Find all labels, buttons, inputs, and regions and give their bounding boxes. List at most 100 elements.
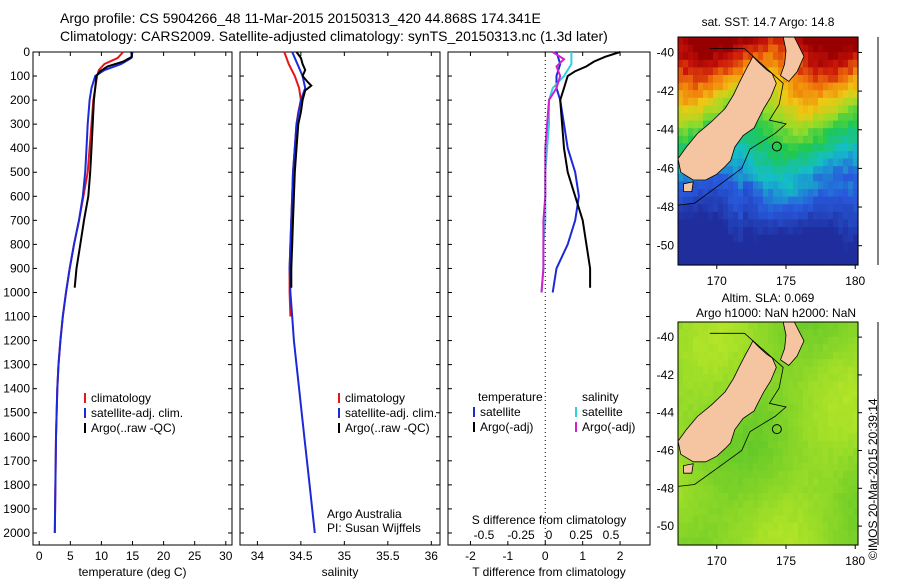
sla-map-cell <box>778 418 784 427</box>
sst-map-cell <box>833 44 839 53</box>
sst-map-cell <box>838 249 844 258</box>
sla-map-cell <box>793 448 799 457</box>
sst-map-cell <box>798 219 804 228</box>
sst-map-cell <box>813 227 819 236</box>
sst-map-cell <box>728 196 734 205</box>
sst-map-cell <box>853 82 859 91</box>
sst-map-cell <box>788 105 794 114</box>
sla-map-cell <box>693 507 699 516</box>
sla-map-cell <box>678 507 684 516</box>
sla-map-cell <box>778 440 784 449</box>
sla-map-ytick-label: -40 <box>657 330 675 344</box>
sst-map-cell <box>748 257 754 266</box>
sst-map-cell <box>818 82 824 91</box>
sst-map-cell <box>818 189 824 198</box>
sla-map-frame <box>677 321 859 546</box>
sla-map-cell <box>813 440 819 449</box>
sla-map-cell <box>718 507 724 516</box>
sla-map-cell <box>768 515 774 524</box>
sst-map-cell <box>818 75 824 84</box>
sst-map-cell <box>848 219 854 228</box>
sla-map-ytick-label: -42 <box>657 368 675 382</box>
sst-map-cell <box>773 143 779 152</box>
sst-map-cell <box>748 227 754 236</box>
sst-map-cell <box>743 249 749 258</box>
sst-map-cell <box>753 52 759 61</box>
sst-map-cell <box>843 82 849 91</box>
sla-map-cell <box>823 433 829 442</box>
sla-map-cell <box>793 537 799 546</box>
sla-map-cell <box>753 478 759 487</box>
sst-map-cell <box>833 242 839 251</box>
sla-map-cell <box>738 485 744 494</box>
sla-map-cell <box>828 329 834 338</box>
sst-map-cell <box>828 219 834 228</box>
sla-map-cell <box>738 522 744 531</box>
sla-map-cell <box>783 403 789 412</box>
sst-map-cell <box>808 82 814 91</box>
sst-map-cell <box>718 97 724 106</box>
sst-map-cell <box>723 37 729 46</box>
sla-map-cell <box>803 507 809 516</box>
sla-map-cell <box>748 470 754 479</box>
sla-map-cell <box>753 455 759 464</box>
sst-map-cell <box>713 75 719 84</box>
sla-map-cell <box>803 433 809 442</box>
sst-map-cell <box>843 135 849 144</box>
sla-map-cell <box>738 336 744 345</box>
sla-map-cell <box>853 388 859 397</box>
sst-map-cell <box>813 257 819 266</box>
sla-map-cell <box>808 455 814 464</box>
sla-map-cell <box>763 440 769 449</box>
sla-map-cell <box>698 403 704 412</box>
sla-map-cell <box>828 359 834 368</box>
sst-map-cell <box>763 44 769 53</box>
sla-map-cell <box>843 322 849 330</box>
sst-map-cell <box>683 173 689 182</box>
sla-map-cell <box>713 381 719 390</box>
sla-map-cell <box>833 336 839 345</box>
sla-map-cell <box>793 381 799 390</box>
sla-map-cell <box>728 374 734 382</box>
sst-map-cell <box>783 128 789 137</box>
sst-map-cell <box>698 249 704 258</box>
sst-map-cell <box>713 181 719 190</box>
sla-map-cell <box>688 351 694 360</box>
sla-map-cell <box>848 433 854 442</box>
sla-map-cell <box>823 322 829 330</box>
sla-map-cell <box>853 322 859 330</box>
sst-map-cell <box>823 44 829 53</box>
sst-map-cell <box>693 52 699 61</box>
sst-map-cell <box>773 242 779 251</box>
sla-map-cell <box>753 322 759 330</box>
sla-map-cell <box>808 374 814 382</box>
sst-map-cell <box>758 113 764 122</box>
sst-map-cell <box>733 143 739 152</box>
sst-map-cell <box>703 196 709 205</box>
sst-map-cell <box>723 242 729 251</box>
sst-map-cell <box>733 227 739 236</box>
depth-tick-label: 800 <box>10 237 30 251</box>
sla-map-cell <box>773 485 779 494</box>
sst-map-cell <box>758 196 764 205</box>
sla-map-cell <box>713 359 719 368</box>
sla-map-cell <box>703 463 709 472</box>
sla-map-cell <box>823 381 829 390</box>
sst-map-cell <box>738 257 744 266</box>
sst-map-cell <box>753 227 759 236</box>
sla-map-cell <box>718 500 724 509</box>
sla-map-xtick-label: 180 <box>845 554 865 568</box>
sla-map-cell <box>753 500 759 509</box>
sst-map-cell <box>718 204 724 213</box>
sla-map-cell <box>823 455 829 464</box>
sst-map-cell <box>778 151 784 160</box>
sst-map-cell <box>748 52 754 61</box>
sst-map-cell <box>708 227 714 236</box>
sst-map-cell <box>853 59 859 68</box>
sst-map-cell <box>703 113 709 122</box>
sst-map-cell <box>843 166 849 175</box>
sla-map-cell <box>803 522 809 531</box>
sst-map-cell <box>853 151 859 160</box>
sst-map-cell <box>713 204 719 213</box>
sla-map-cell <box>768 388 774 397</box>
